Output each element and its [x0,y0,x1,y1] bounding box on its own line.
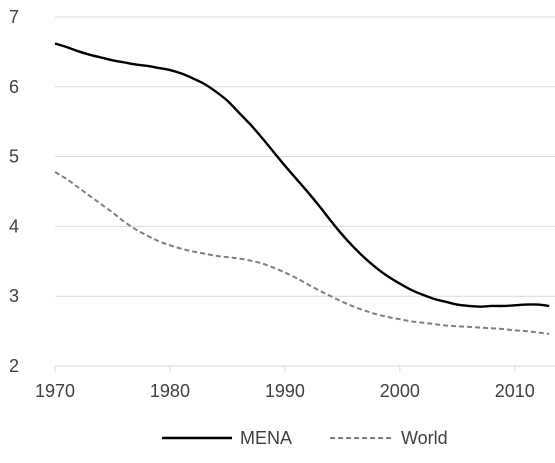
y-tick-label: 2 [9,356,19,376]
y-tick-label: 5 [9,147,19,167]
x-tick-label: 1980 [150,381,190,401]
y-tick-label: 6 [9,77,19,97]
y-tick-label: 7 [9,7,19,27]
legend-label-world: World [401,428,448,448]
x-tick-label: 1970 [35,381,75,401]
y-tick-label: 3 [9,286,19,306]
legend-label-mena: MENA [240,428,292,448]
legend: MENA World [162,428,448,448]
x-axis-ticks: 1970 1980 1990 2000 2010 [35,366,535,401]
series-layer [54,42,550,335]
x-tick-label: 2000 [380,381,420,401]
series-line-mena [54,42,550,308]
y-tick-label: 4 [9,216,19,236]
x-tick-label: 2010 [495,381,535,401]
y-axis-ticks: 2 3 4 5 6 7 [9,7,19,376]
grid [55,16,555,367]
x-tick-label: 1990 [265,381,305,401]
series-line-world [54,171,550,335]
